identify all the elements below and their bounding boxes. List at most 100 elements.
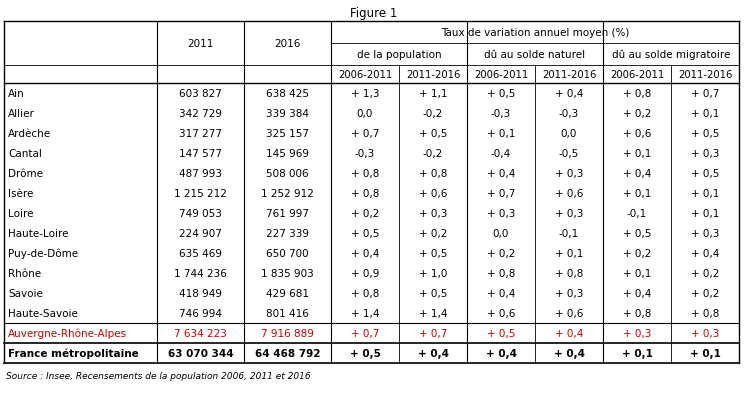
Text: 2006-2011: 2006-2011 (610, 70, 664, 80)
Text: -0,2: -0,2 (423, 149, 443, 159)
Text: Savoie: Savoie (8, 288, 43, 298)
Text: + 0,7: + 0,7 (351, 328, 379, 338)
Text: + 0,6: + 0,6 (555, 189, 583, 198)
Text: 2011: 2011 (187, 39, 214, 49)
Text: de la population: de la population (356, 50, 441, 60)
Text: + 0,4: + 0,4 (555, 328, 583, 338)
Text: + 0,5: + 0,5 (419, 288, 447, 298)
Text: + 0,5: + 0,5 (419, 129, 447, 139)
Text: 7 634 223: 7 634 223 (174, 328, 227, 338)
Text: Figure 1: Figure 1 (350, 7, 397, 20)
Text: Puy-de-Dôme: Puy-de-Dôme (8, 248, 78, 259)
Text: 224 907: 224 907 (179, 228, 222, 239)
Text: + 0,3: + 0,3 (555, 209, 583, 218)
Text: Rhône: Rhône (8, 269, 41, 278)
Text: + 0,2: + 0,2 (691, 269, 719, 278)
Text: 0,0: 0,0 (357, 109, 374, 119)
Text: + 0,4: + 0,4 (554, 348, 584, 358)
Text: 0,0: 0,0 (561, 129, 577, 139)
Text: -0,5: -0,5 (559, 149, 579, 159)
Text: 603 827: 603 827 (179, 89, 222, 99)
Text: + 0,4: + 0,4 (351, 248, 379, 258)
Text: + 0,8: + 0,8 (691, 308, 719, 318)
Text: 227 339: 227 339 (266, 228, 309, 239)
Text: + 0,7: + 0,7 (487, 189, 515, 198)
Text: + 0,8: + 0,8 (487, 269, 515, 278)
Text: + 0,1: + 0,1 (487, 129, 515, 139)
Text: 147 577: 147 577 (179, 149, 222, 159)
Text: + 0,5: + 0,5 (691, 129, 719, 139)
Text: 63 070 344: 63 070 344 (167, 348, 233, 358)
Text: + 0,2: + 0,2 (691, 288, 719, 298)
Text: + 0,4: + 0,4 (555, 89, 583, 99)
Text: + 0,9: + 0,9 (351, 269, 379, 278)
Text: + 0,1: + 0,1 (691, 209, 719, 218)
Text: + 0,8: + 0,8 (351, 189, 379, 198)
Text: 1 835 903: 1 835 903 (261, 269, 314, 278)
Text: 650 700: 650 700 (266, 248, 309, 258)
Text: + 0,7: + 0,7 (691, 89, 719, 99)
Text: + 0,3: + 0,3 (487, 209, 515, 218)
Text: + 0,8: + 0,8 (555, 269, 583, 278)
Text: + 0,5: + 0,5 (350, 348, 380, 358)
Text: Taux de variation annuel moyen (%): Taux de variation annuel moyen (%) (441, 28, 629, 38)
Text: + 0,1: + 0,1 (691, 109, 719, 119)
Text: -0,3: -0,3 (355, 149, 375, 159)
Text: + 1,4: + 1,4 (351, 308, 379, 318)
Text: 749 053: 749 053 (179, 209, 222, 218)
Text: + 0,4: + 0,4 (486, 348, 516, 358)
Text: + 1,4: + 1,4 (419, 308, 447, 318)
Text: -0,1: -0,1 (627, 209, 647, 218)
Text: 635 469: 635 469 (179, 248, 222, 258)
Text: 2011-2016: 2011-2016 (678, 70, 732, 80)
Text: + 0,8: + 0,8 (419, 168, 447, 179)
Text: + 0,2: + 0,2 (623, 109, 651, 119)
Text: + 0,7: + 0,7 (351, 129, 379, 139)
Text: 746 994: 746 994 (179, 308, 222, 318)
Text: + 0,8: + 0,8 (623, 89, 651, 99)
Text: 761 997: 761 997 (266, 209, 309, 218)
Text: 2011-2016: 2011-2016 (406, 70, 460, 80)
Text: 1 252 912: 1 252 912 (261, 189, 314, 198)
Text: + 0,4: + 0,4 (623, 288, 651, 298)
Text: Isère: Isère (8, 189, 34, 198)
Text: + 0,3: + 0,3 (555, 288, 583, 298)
Text: 2006-2011: 2006-2011 (338, 70, 392, 80)
Text: + 0,5: + 0,5 (487, 89, 515, 99)
Text: + 0,4: + 0,4 (418, 348, 448, 358)
Text: + 0,2: + 0,2 (351, 209, 379, 218)
Text: Haute-Loire: Haute-Loire (8, 228, 69, 239)
Text: Ain: Ain (8, 89, 25, 99)
Text: dû au solde naturel: dû au solde naturel (485, 50, 586, 60)
Text: + 0,3: + 0,3 (691, 328, 719, 338)
Text: Cantal: Cantal (8, 149, 42, 159)
Text: Source : Insee, Recensements de la population 2006, 2011 et 2016: Source : Insee, Recensements de la popul… (6, 371, 311, 380)
Text: 145 969: 145 969 (266, 149, 309, 159)
Text: 429 681: 429 681 (266, 288, 309, 298)
Text: Ardèche: Ardèche (8, 129, 51, 139)
Text: -0,3: -0,3 (491, 109, 511, 119)
Text: + 0,6: + 0,6 (487, 308, 515, 318)
Text: + 0,4: + 0,4 (691, 248, 719, 258)
Text: + 0,1: + 0,1 (623, 269, 651, 278)
Text: Loire: Loire (8, 209, 34, 218)
Text: + 0,1: + 0,1 (623, 189, 651, 198)
Text: + 0,1: + 0,1 (623, 149, 651, 159)
Text: 2011-2016: 2011-2016 (542, 70, 596, 80)
Text: + 1,3: + 1,3 (351, 89, 379, 99)
Text: -0,3: -0,3 (559, 109, 579, 119)
Text: Haute-Savoie: Haute-Savoie (8, 308, 78, 318)
Text: + 0,5: + 0,5 (419, 248, 447, 258)
Text: 64 468 792: 64 468 792 (255, 348, 320, 358)
Text: 638 425: 638 425 (266, 89, 309, 99)
Text: + 0,8: + 0,8 (351, 168, 379, 179)
Text: + 0,4: + 0,4 (623, 168, 651, 179)
Text: + 0,2: + 0,2 (487, 248, 515, 258)
Text: Allier: Allier (8, 109, 35, 119)
Text: 1 744 236: 1 744 236 (174, 269, 227, 278)
Text: France métropolitaine: France métropolitaine (8, 348, 139, 358)
Text: 2016: 2016 (274, 39, 301, 49)
Text: + 0,7: + 0,7 (419, 328, 447, 338)
Text: dû au solde migratoire: dû au solde migratoire (612, 50, 730, 60)
Text: 317 277: 317 277 (179, 129, 222, 139)
